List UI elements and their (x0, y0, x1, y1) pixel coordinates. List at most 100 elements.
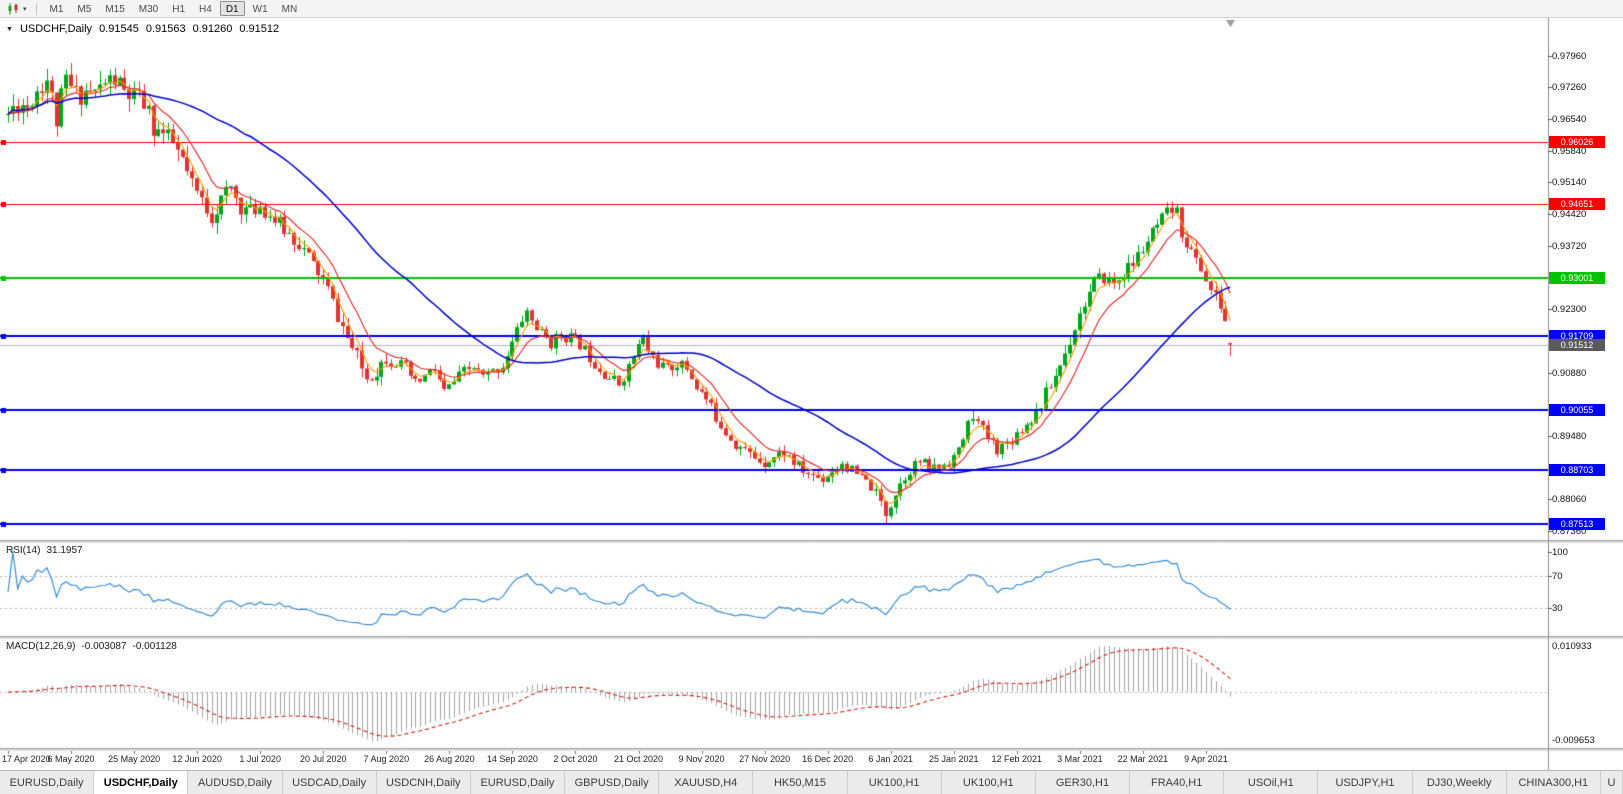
date-axis-label: 1 Jul 2020 (239, 754, 281, 764)
price-tick-label: 0.93720 (1552, 240, 1587, 252)
chart-tab-label: DJ30,Weekly (1426, 776, 1492, 789)
rsi-scale-label: 30 (1552, 603, 1563, 614)
macd-name: MACD(12,26,9) (6, 641, 76, 652)
chart-tab-label: HK50,M15 (773, 776, 826, 789)
chart-tab-usdcad-daily[interactable]: USDCAD,Daily (282, 771, 377, 794)
date-axis-label: 20 Jul 2020 (299, 754, 347, 764)
chart-tab-usdjpy-h1[interactable]: USDJPY,H1 (1318, 771, 1413, 794)
date-axis-label: 3 Mar 2021 (1057, 754, 1103, 764)
chart-tab-label: EURUSD,Daily (9, 776, 84, 789)
price-tick-label: 0.87360 (1552, 525, 1587, 537)
rsi-scale-label: 100 (1552, 547, 1568, 558)
chart-tab-label: UK100,H1 (868, 776, 920, 789)
timeframe-button-m5[interactable]: M5 (77, 4, 92, 15)
price-tick-label: 0.88060 (1552, 494, 1587, 506)
chart-tab-label: AUDUSD,Daily (197, 776, 272, 789)
chart-tab-ger30-h1[interactable]: GER30,H1 (1035, 771, 1131, 794)
chart-tab-uk100-h1[interactable]: UK100,H1 (847, 771, 942, 794)
macd-scale-max-label: 0.010933 (1552, 641, 1592, 652)
price-tick-label: 0.96540 (1552, 114, 1587, 126)
rsi-indicator-label: RSI(14) 31.1957 (6, 545, 83, 556)
chart-tab-fra40-h1[interactable]: FRA40,H1 (1130, 771, 1225, 794)
chart-tab-eurusd-daily[interactable]: EURUSD,Daily (470, 771, 566, 794)
chart-tab-xauusd-h4[interactable]: XAUUSD,H4 (659, 771, 754, 794)
ohlc-low: 0.91260 (192, 23, 233, 35)
price-tick-label: 0.95840 (1552, 145, 1587, 157)
timeframe-buttons: M1 M5 M15 M30 H1 H4 D1 W1 MN (43, 1, 305, 16)
toolbar-separator (35, 2, 37, 15)
date-axis-label: 27 Nov 2020 (739, 754, 791, 764)
macd-indicator-label: MACD(12,26,9) -0.003087 -0.001128 (6, 641, 177, 652)
chart-tab-usoil-h1[interactable]: USOil,H1 (1224, 771, 1319, 794)
date-axis-label: 26 Aug 2020 (424, 754, 475, 764)
date-axis-label: 14 Sep 2020 (486, 754, 538, 764)
ohlc-open: 0.91545 (99, 23, 139, 35)
price-level-badge: 0.94651 (1549, 197, 1605, 210)
expand-triangle-icon[interactable]: ▼ (6, 25, 13, 33)
chart-tab-label: USDJPY,H1 (1335, 776, 1395, 789)
chart-tab-bar: EURUSD,Daily USDCHF,Daily AUDUSD,Daily USDC… (0, 770, 1623, 794)
chart-tab-uk100-h1[interactable]: UK100,H1 (941, 771, 1036, 794)
timeframe-button-h4[interactable]: H4 (199, 4, 212, 15)
price-tick-label: 0.90880 (1552, 367, 1587, 379)
chart-tab-dj30-weekly[interactable]: DJ30,Weekly (1412, 771, 1507, 794)
timeframe-button-m1[interactable]: M1 (49, 4, 64, 15)
date-axis-label: 7 Aug 2020 (363, 754, 410, 764)
chart-area: ▼ USDCHF,Daily 0.91545 0.91563 0.91260 0… (0, 18, 1623, 770)
chart-tab-gbpusd-daily[interactable]: GBPUSD,Daily (565, 771, 660, 794)
chart-tab-label: GBPUSD,Daily (574, 776, 649, 789)
ohlc-close: 0.91512 (239, 23, 280, 35)
chart-tab-label: USDCNH,Daily (385, 776, 461, 789)
chart-tab-label: USOil,H1 (1247, 776, 1294, 789)
chart-tab-usdcnh-daily[interactable]: USDCNH,Daily (376, 771, 471, 794)
chart-tab-label: UK100,H1 (962, 776, 1014, 789)
date-axis-label: 9 Apr 2021 (1184, 754, 1228, 764)
timeframe-button-h1[interactable]: H1 (172, 4, 186, 15)
date-axis-label: 2 Oct 2020 (553, 754, 598, 764)
rsi-value: 31.1957 (46, 545, 83, 556)
price-level-badge: 0.88703 (1549, 464, 1605, 477)
timeframe-button-mn[interactable]: MN (281, 4, 298, 15)
timeframe-toolbar: ▾ M1 M5 M15 M30 H1 H4 D1 W1 MN (0, 0, 1623, 18)
price-level-badge: 0.93001 (1549, 271, 1605, 284)
price-level-badge: 0.90055 (1549, 403, 1605, 416)
date-axis-label: 6 May 2020 (47, 754, 95, 764)
price-tick-label: 0.89480 (1552, 430, 1587, 442)
date-axis-label: 12 Feb 2021 (991, 754, 1043, 764)
chart-tab-usdchf-daily[interactable]: USDCHF,Daily (94, 771, 189, 794)
price-chart-canvas[interactable] (0, 18, 1623, 770)
chart-tab-audusd-daily[interactable]: AUDUSD,Daily (188, 771, 283, 794)
chart-type-button[interactable]: ▾ (4, 1, 30, 17)
timeframe-button-m30[interactable]: M30 (138, 4, 159, 15)
chart-tab-u[interactable]: U (1600, 771, 1623, 794)
ohlc-high: 0.91563 (145, 23, 186, 35)
chart-tab-label: USDCHF,Daily (103, 776, 178, 789)
chart-tab-eurusd-daily[interactable]: EURUSD,Daily (0, 771, 95, 794)
date-axis-label: 22 Mar 2021 (1117, 754, 1169, 764)
price-tick-label: 0.97960 (1552, 50, 1587, 62)
chart-symbol: USDCHF,Daily (19, 23, 93, 35)
rsi-scale-label: 70 (1552, 571, 1563, 582)
timeframe-button-w1[interactable]: W1 (252, 4, 268, 15)
candlestick-chart-icon (8, 3, 18, 14)
timeframe-button-d1[interactable]: D1 (219, 1, 245, 16)
chart-tab-china300-h1[interactable]: CHINA300,H1 (1506, 771, 1601, 794)
macd-main-value: -0.003087 (81, 641, 127, 652)
date-axis-label: 6 Jan 2021 (868, 754, 913, 764)
date-axis-label: 21 Oct 2020 (613, 754, 664, 764)
price-tick-label: 0.97260 (1552, 82, 1587, 93)
price-tick-label: 0.95140 (1552, 176, 1587, 188)
date-axis-label: 25 Jan 2021 (928, 754, 979, 764)
timeframe-button-m15[interactable]: M15 (105, 4, 125, 15)
macd-signal-value: -0.001128 (132, 641, 177, 652)
chart-tab-label: U (1607, 776, 1616, 789)
chart-tab-label: XAUUSD,H4 (674, 776, 738, 789)
rsi-name: RSI(14) (6, 545, 41, 556)
macd-scale-min-label: -0.009653 (1552, 735, 1595, 746)
chart-title: ▼ USDCHF,Daily 0.91545 0.91563 0.91260 0… (6, 23, 279, 35)
chart-tab-hk50-m15[interactable]: HK50,M15 (753, 771, 848, 794)
date-axis-label: 25 May 2020 (108, 754, 161, 764)
chart-tab-label: CHINA300,H1 (1518, 776, 1589, 789)
chart-tab-label: FRA40,H1 (1150, 776, 1203, 789)
